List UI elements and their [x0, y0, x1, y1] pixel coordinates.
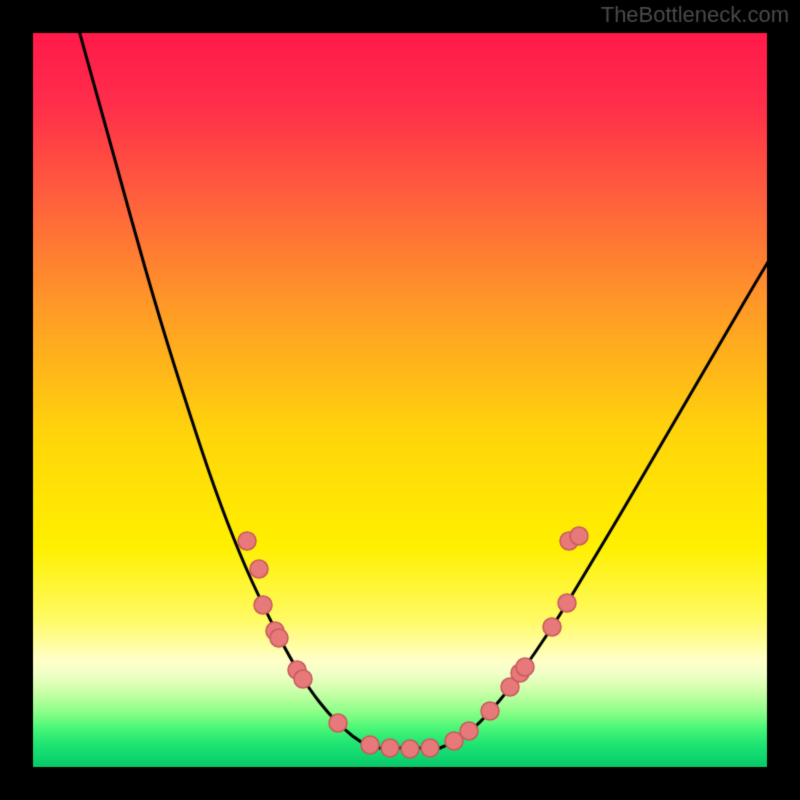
bottleneck-chart: [0, 0, 800, 800]
